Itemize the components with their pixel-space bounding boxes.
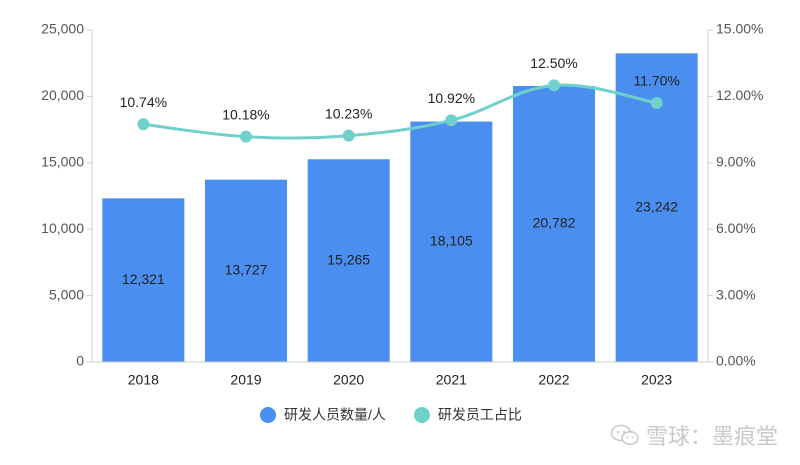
y-right-tick-label: 0.00% <box>716 353 756 369</box>
bar-data-label: 13,727 <box>225 262 268 278</box>
y-right-tick-label: 12.00% <box>716 87 763 103</box>
line-data-label: 12.50% <box>530 55 577 71</box>
bar-data-label: 18,105 <box>430 232 473 248</box>
line-series <box>137 79 663 143</box>
bar-data-label: 20,782 <box>533 215 576 231</box>
line-data-label: 11.70% <box>633 73 679 89</box>
x-tick-label: 2023 <box>641 372 672 388</box>
watermark-text: 雪球：墨痕堂 <box>645 425 778 450</box>
legend: 研发人员数量/人 研发员工占比 <box>260 407 522 423</box>
line-point <box>445 114 458 127</box>
bar <box>102 198 185 362</box>
line-point <box>650 97 663 110</box>
watermark: 雪球：墨痕堂 <box>610 419 778 451</box>
bar <box>513 86 595 362</box>
bar <box>205 179 287 362</box>
x-tick-label: 2020 <box>333 372 364 388</box>
bar-data-labels: 12,321 13,727 15,265 18,105 20,782 23,242 <box>122 198 678 287</box>
x-tick-label: 2022 <box>538 372 569 388</box>
wechat-icon <box>610 424 639 445</box>
legend-label: 研发员工占比 <box>438 407 522 423</box>
bar <box>410 121 493 362</box>
y-axis-left-ticks: 0 5,000 10,000 15,000 20,000 25,000 <box>41 21 92 369</box>
line-data-label: 10.92% <box>428 90 475 106</box>
x-axis-ticks: 2018 2019 2020 2021 2022 2023 <box>128 372 673 388</box>
x-tick-label: 2018 <box>128 372 159 388</box>
bar-data-label: 15,265 <box>327 251 370 267</box>
line-data-labels: 10.74% 10.18% 10.23% 10.92% 12.50% 11.70% <box>120 55 680 122</box>
y-left-tick-label: 5,000 <box>49 286 84 302</box>
y-right-tick-label: 9.00% <box>716 154 756 170</box>
line-point <box>342 129 355 142</box>
legend-label: 研发人员数量/人 <box>284 407 386 423</box>
y-axis-right-ticks: 0.00% 3.00% 6.00% 9.00% 12.00% 15.00% <box>708 21 763 369</box>
y-left-tick-label: 10,000 <box>41 220 84 236</box>
y-right-tick-label: 15.00% <box>716 21 763 37</box>
line-point <box>137 118 150 131</box>
y-right-tick-label: 6.00% <box>716 220 756 236</box>
y-left-tick-label: 20,000 <box>41 87 84 103</box>
y-left-tick-label: 15,000 <box>41 154 84 170</box>
bar-data-label: 23,242 <box>635 198 678 214</box>
line-point <box>548 79 560 92</box>
line-data-label: 10.18% <box>222 106 269 122</box>
line-point <box>240 130 252 143</box>
line-data-label: 10.23% <box>325 105 372 121</box>
y-right-tick-label: 3.00% <box>716 286 756 302</box>
line-data-label: 10.74% <box>120 94 167 110</box>
x-tick-label: 2021 <box>436 372 467 388</box>
bar-series <box>102 53 698 362</box>
y-left-tick-label: 0 <box>76 353 84 369</box>
bar-data-label: 12,321 <box>122 271 165 287</box>
y-left-tick-label: 25,000 <box>41 21 84 37</box>
x-tick-label: 2019 <box>230 372 261 388</box>
bar <box>307 159 390 362</box>
line-path <box>143 83 657 140</box>
legend-marker <box>260 407 276 423</box>
legend-marker <box>413 407 430 423</box>
